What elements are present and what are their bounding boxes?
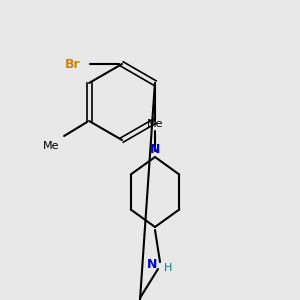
Text: Me: Me — [147, 119, 163, 129]
Text: N: N — [147, 259, 157, 272]
Text: Br: Br — [64, 58, 80, 70]
Text: Me: Me — [43, 141, 59, 151]
Text: H: H — [164, 263, 172, 273]
Text: N: N — [150, 143, 160, 156]
